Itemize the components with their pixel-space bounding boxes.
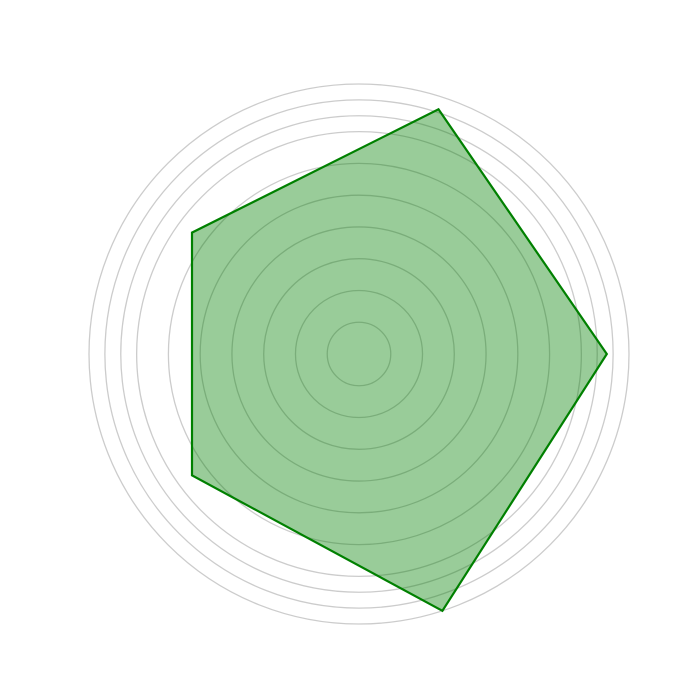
radar-series-layer <box>190 107 609 613</box>
grid-ring <box>88 83 630 625</box>
grid-ring <box>199 194 519 514</box>
grid-ring <box>120 115 598 593</box>
radar-grid <box>88 83 630 625</box>
grid-ring <box>263 258 455 450</box>
grid-ring <box>326 321 392 387</box>
grid-ring <box>231 226 487 482</box>
series-polygon <box>190 107 609 613</box>
grid-ring <box>294 289 424 419</box>
grid-ring <box>135 130 583 578</box>
grid-ring <box>167 162 551 546</box>
grid-ring <box>104 99 614 609</box>
